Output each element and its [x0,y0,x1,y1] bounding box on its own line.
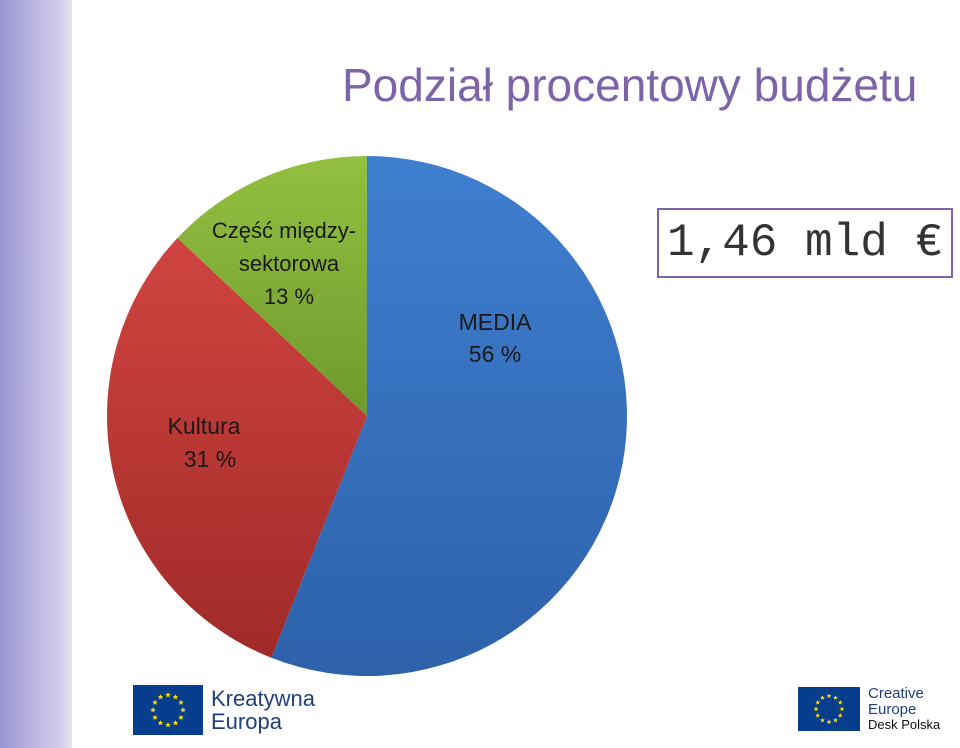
pie-slice-miedzysektorowa [177,156,367,416]
eu-flag-icon [133,685,203,735]
slice-label-media-name: MEDIA [459,309,533,335]
slice-label-kultura-pct: 31 % [184,446,236,472]
eu-star [833,694,838,700]
eu-star [837,699,843,705]
logo-right-line1: Creative [868,685,924,702]
eu-star [150,707,156,713]
eu-star [172,694,179,700]
logo-right-line2: Europe [868,700,917,718]
logo-right-line3: Desk Polska [868,716,941,732]
pie-slice-kultura [106,238,367,658]
logo-left-line2: Europa [211,709,282,734]
eu-star [826,718,832,724]
eu-star [180,707,186,713]
eu-star [833,717,838,722]
eu-star [815,699,821,705]
eu-star [813,705,819,711]
eu-flag-icon [798,686,860,731]
eu-star [172,719,179,726]
slice-label-media-pct: 56 % [469,341,521,367]
slice-label-kultura-name: Kultura [168,413,241,439]
pie-slice-media [271,156,627,676]
budget-total-box: 1,46 mld € [657,208,953,278]
slide-title: Podział procentowy budżetu [342,59,918,111]
eu-star [178,714,184,720]
eu-star [178,699,184,705]
slice-label-cross-line1: Część między- [212,218,356,243]
decorative-side-strip [0,0,72,748]
eu-star [157,694,164,700]
eu-star [837,712,843,718]
logo-creative-europe-desk: Creative Europe Desk Polska [798,686,940,731]
eu-star [152,699,158,705]
slice-label-cross-line2: sektorowa [239,251,340,276]
slice-label-cross-pct: 13 % [264,284,314,309]
eu-star [815,712,821,718]
eu-star [157,719,164,726]
eu-star [839,705,845,711]
eu-star [165,692,171,698]
eu-star [820,717,825,722]
logo-kreatywna-europa: Kreatywna Europa [133,685,315,735]
eu-star [152,714,158,720]
eu-star [165,722,171,728]
logo-left-line1: Kreatywna [211,685,315,711]
eu-star [820,694,825,700]
eu-star [826,692,832,698]
